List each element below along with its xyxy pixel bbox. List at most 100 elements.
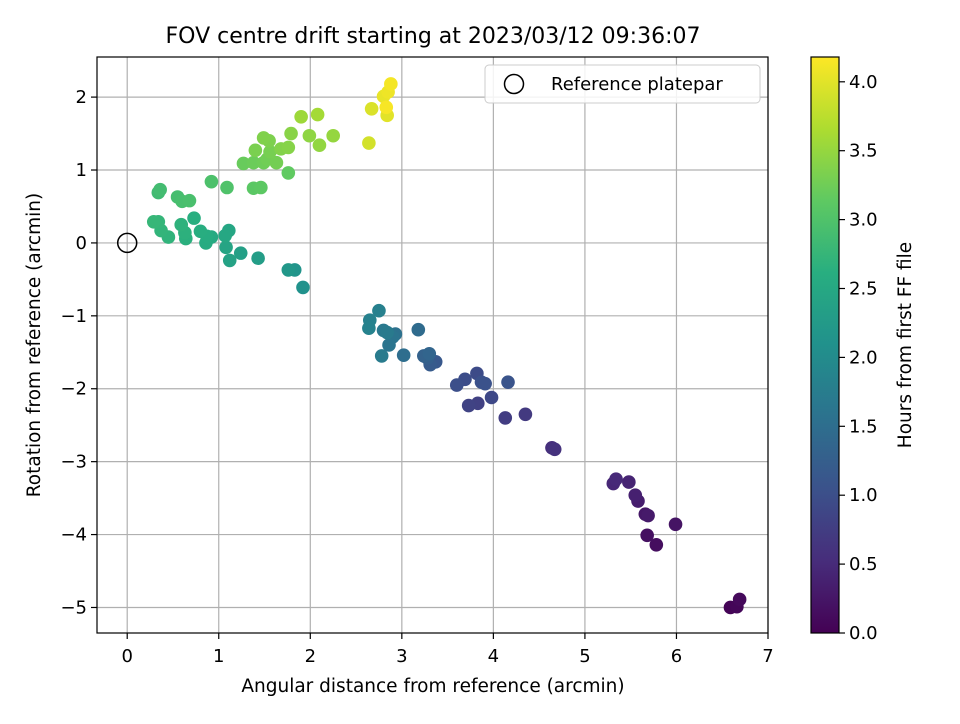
legend: Reference platepar [484, 64, 761, 104]
data-point [222, 253, 237, 268]
colorbar-tick-label: 3.0 [849, 210, 878, 231]
data-point [269, 155, 284, 170]
data-point [668, 517, 683, 532]
x-tick-label: 2 [305, 646, 316, 667]
data-point [326, 128, 340, 143]
colorbar-tick-label: 0.5 [849, 554, 878, 575]
data-point [146, 214, 161, 229]
data-point [254, 180, 268, 195]
data-point [640, 528, 654, 543]
data-point [310, 107, 325, 122]
data-point [302, 128, 317, 143]
y-axis-label: Rotation from reference (arcmin) [24, 193, 45, 497]
data-point [204, 174, 219, 189]
data-point [379, 100, 394, 115]
data-point [547, 442, 562, 457]
data-point [362, 321, 376, 336]
colorbar-tick-label: 0.0 [849, 623, 878, 644]
data-point [382, 338, 396, 352]
colorbar: 0.0 0.5 1.0 1.5 2.0 2.5 3.0 3.5 4.0 Hours from f… [810, 56, 916, 644]
data-point [251, 251, 265, 266]
data-point [174, 217, 189, 232]
data-points [116, 77, 747, 615]
legend-open-circle-marker [503, 73, 525, 95]
data-point [501, 375, 515, 389]
data-point [281, 166, 296, 180]
x-tick-label: 5 [579, 646, 590, 667]
colorbar-gradient [811, 57, 839, 633]
data-point [518, 407, 533, 422]
y-tick-label: 1 [76, 160, 87, 181]
colorbar-tick-label: 2.0 [849, 347, 878, 368]
colorbar-tick-label: 1.5 [849, 416, 878, 437]
y-tick-label: −1 [60, 306, 87, 327]
data-point [312, 138, 327, 153]
data-point [246, 155, 261, 170]
data-point [153, 182, 167, 197]
data-point [641, 508, 655, 523]
data-point [284, 126, 298, 141]
data-point [372, 303, 386, 318]
data-point [649, 537, 664, 552]
data-point [220, 180, 234, 195]
y-tick-label: −4 [60, 525, 87, 546]
reference-platepar-marker [116, 232, 138, 254]
x-tick-label: 1 [213, 646, 224, 667]
plot-frame [96, 56, 769, 634]
y-tick-label: −3 [60, 452, 87, 473]
data-point [256, 131, 271, 145]
data-point [380, 325, 394, 340]
x-axis-ticks: 0 1 2 3 4 5 6 7 [121, 633, 774, 667]
data-point [236, 156, 251, 171]
y-tick-label: 2 [76, 87, 87, 108]
data-point [248, 143, 263, 158]
data-point [193, 224, 208, 239]
data-point [219, 240, 233, 255]
data-point [449, 378, 464, 392]
x-tick-label: 3 [396, 646, 407, 667]
colorbar-ticks: 0.0 0.5 1.0 1.5 2.0 2.5 3.0 3.5 4.0 [839, 72, 878, 644]
x-axis-label: Angular distance from reference (arcmin) [241, 676, 624, 697]
data-point [218, 228, 232, 243]
data-point [622, 475, 636, 489]
data-point [478, 376, 492, 391]
data-point [281, 140, 296, 155]
y-tick-label: −2 [60, 379, 87, 400]
data-point [628, 488, 643, 502]
data-point [461, 398, 476, 413]
data-point [384, 77, 398, 91]
data-point [281, 263, 296, 277]
chart-title: FOV centre drift starting at 2023/03/12 … [166, 24, 701, 49]
x-tick-label: 6 [671, 646, 682, 667]
colorbar-frame [810, 56, 840, 634]
axes-frame [96, 56, 769, 634]
grid-lines [97, 57, 769, 633]
data-point [294, 109, 308, 124]
data-point [484, 390, 499, 405]
colorbar-tick-label: 2.5 [849, 279, 878, 300]
data-point [422, 346, 437, 361]
x-tick-label: 7 [762, 646, 773, 667]
data-point [364, 101, 379, 116]
data-point [609, 472, 623, 486]
data-point [732, 592, 747, 607]
data-point [498, 411, 513, 425]
legend-label: Reference platepar [551, 74, 723, 95]
data-point [296, 280, 310, 295]
data-point [233, 246, 248, 260]
x-tick-label: 4 [488, 646, 499, 667]
y-tick-label: −5 [60, 597, 87, 618]
colorbar-tick-label: 3.5 [849, 141, 878, 162]
legend-box [484, 64, 761, 104]
colorbar-tick-label: 1.0 [849, 485, 878, 506]
data-point [182, 193, 197, 208]
data-point [411, 322, 426, 337]
colorbar-label: Hours from first FF file [895, 242, 916, 448]
x-tick-label: 0 [121, 646, 132, 667]
y-tick-label: 0 [76, 233, 87, 254]
data-point [187, 211, 201, 225]
data-point [396, 348, 411, 363]
data-point [263, 144, 277, 159]
